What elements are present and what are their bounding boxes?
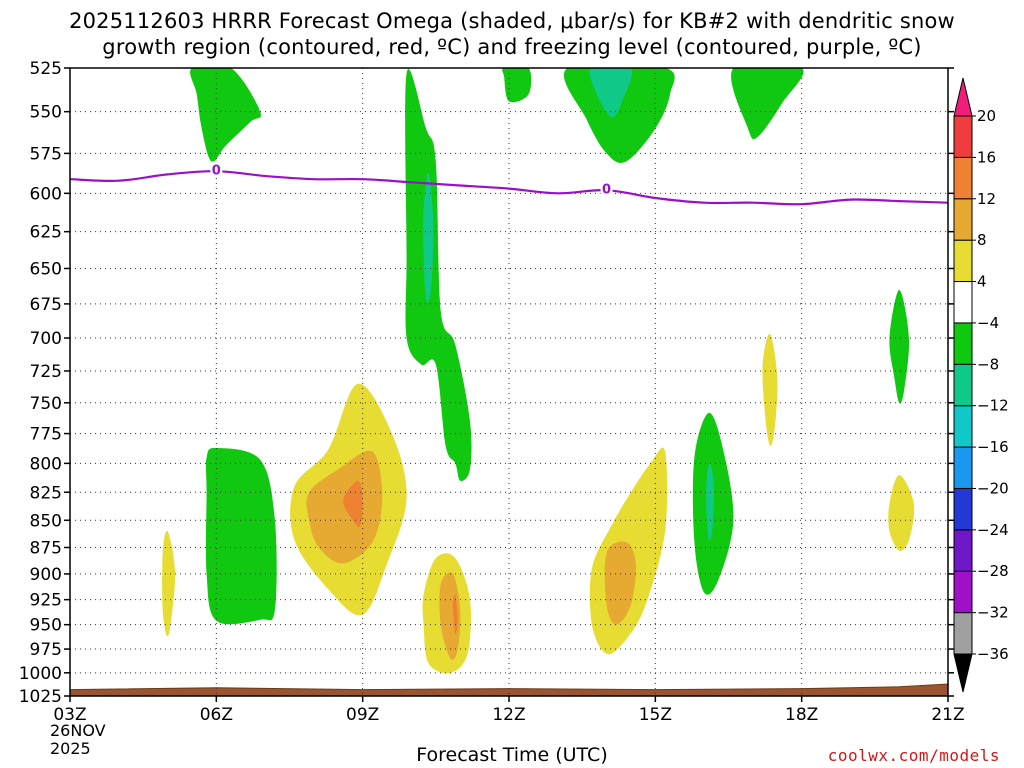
- colorbar-bin: [953, 363, 973, 407]
- colorbar-bin: [953, 446, 973, 489]
- colorbar-level-label: −16: [977, 438, 1009, 456]
- colorbar-bin: [953, 405, 973, 448]
- y-tick-label: 850: [30, 511, 62, 531]
- y-tick-label: 800: [30, 454, 62, 474]
- grid-lines: [70, 68, 948, 696]
- chart-title: 2025112603 HRRR Forecast Omega (shaded, …: [0, 8, 1024, 60]
- y-tick-label: 825: [30, 483, 62, 503]
- y-tick-label: 575: [30, 144, 62, 164]
- terrain-layer: [69, 683, 949, 697]
- colorbar-level-label: −12: [977, 397, 1009, 415]
- y-tick-label: 700: [30, 329, 62, 349]
- omega-region-sinking-orange-0900z: [306, 450, 383, 564]
- omega-region-sinking-yellow-0500z: [162, 530, 176, 637]
- omega-region-rising-teal-1000z: [423, 172, 434, 303]
- x-tick-label: 21Z: [931, 705, 964, 725]
- colorbar-min-triangle: [953, 653, 973, 693]
- colorbar-level-label: 4: [977, 273, 987, 291]
- omega-region-rising-green-1700z: [731, 68, 804, 140]
- colorbar-level-label: 8: [977, 231, 987, 249]
- colorbar-level-label: −32: [977, 604, 1009, 622]
- plot-frame: [69, 67, 949, 697]
- x-tick-label: 18Z: [785, 705, 818, 725]
- colorbar-level-label: −8: [977, 355, 999, 373]
- colorbar-level-label: 20: [977, 107, 996, 125]
- axes: 525 550 575 600 625 650 675 700 725 750 775 800 825 8…: [19, 59, 965, 725]
- omega-region-sinking-yellow-1700z: [762, 333, 778, 446]
- y-tick-label: 975: [30, 640, 62, 660]
- x-tick-label: 15Z: [639, 705, 672, 725]
- colorbar-bin: [953, 115, 973, 158]
- colorbar: −36 −32 −28 −24 −20 −16 −12 −8 −4 4 8 12 16 20: [953, 77, 1009, 693]
- terrain-fill: [69, 683, 949, 697]
- omega-region-rising-green-1200z: [502, 68, 532, 103]
- freezing-level-label: 0: [602, 183, 611, 198]
- chart-title-line-1: 2025112603 HRRR Forecast Omega (shaded, …: [69, 9, 955, 33]
- omega-region-sinking-orange-1400z: [604, 541, 636, 625]
- colorbar-bin: [953, 281, 973, 324]
- colorbar-level-label: −20: [977, 479, 1009, 497]
- x-tick-label: 09Z: [346, 705, 379, 725]
- omega-region-rising-green-2000z: [889, 289, 910, 404]
- credit-link[interactable]: coolwx.com/models: [827, 746, 1000, 765]
- colorbar-bin: [953, 612, 973, 655]
- omega-regions: [162, 68, 915, 674]
- y-tick-label: 525: [30, 59, 62, 79]
- colorbar-level-label: −24: [977, 521, 1009, 539]
- omega-region-rising-teal-1400z: [589, 68, 633, 117]
- omega-region-rising-green-1400z: [563, 68, 675, 163]
- y-tick-label: 600: [30, 184, 62, 204]
- colorbar-bin: [953, 529, 973, 572]
- y-tick-label: 1000: [19, 664, 62, 684]
- colorbar-level-label: 12: [977, 190, 996, 208]
- y-tick-label: 900: [30, 565, 62, 585]
- colorbar-bin: [953, 570, 973, 614]
- colorbar-bin: [953, 239, 973, 283]
- y-tick-label: 650: [30, 259, 62, 279]
- y-tick-label: 775: [30, 425, 62, 445]
- omega-region-rising-green-0530-0630z: [190, 68, 261, 162]
- omega-region-sinking-darkorange-1100z: [452, 594, 458, 635]
- colorbar-level-label: −28: [977, 562, 1009, 580]
- y-tick-label: 925: [30, 591, 62, 611]
- x-tick-label: 06Z: [200, 705, 233, 725]
- y-tick-label: 675: [30, 295, 62, 315]
- omega-region-sinking-darkorange-0900z: [343, 480, 363, 528]
- y-tick-label: 625: [30, 223, 62, 243]
- start-date-year: 2025: [50, 739, 91, 758]
- x-axis-label: Forecast Time (UTC): [416, 744, 608, 766]
- x-tick-label: 12Z: [492, 705, 525, 725]
- x-tick-label: 03Z: [53, 705, 86, 725]
- colorbar-level-label: −36: [977, 645, 1009, 663]
- y-tick-label: 1025: [19, 687, 62, 707]
- omega-region-sinking-yellow-2000z: [888, 475, 915, 551]
- colorbar-bin: [953, 156, 973, 200]
- colorbar-bin: [953, 322, 973, 365]
- omega-region-rising-teal-1600z: [706, 463, 714, 541]
- omega-region-rising-green-0600-0700z: [205, 447, 277, 625]
- y-tick-label: 950: [30, 616, 62, 636]
- freezing-level-line: [69, 170, 949, 206]
- y-tick-label: 750: [30, 394, 62, 414]
- freezing-level-label: 0: [212, 164, 221, 179]
- y-tick-label: 875: [30, 538, 62, 558]
- colorbar-level-label: −4: [977, 314, 999, 332]
- start-date-day: 26NOV: [50, 721, 106, 740]
- chart-title-line-2: growth region (contoured, red, ºC) and f…: [102, 35, 922, 59]
- omega-region-rising-green-1000z: [405, 69, 472, 481]
- colorbar-max-triangle: [953, 77, 973, 117]
- colorbar-level-label: 16: [977, 148, 996, 166]
- y-tick-label: 550: [30, 103, 62, 123]
- y-tick-label: 725: [30, 362, 62, 382]
- freezing-level-layer: 00: [69, 161, 949, 206]
- colorbar-bin: [953, 487, 973, 531]
- colorbar-bin: [953, 198, 973, 241]
- freezing-label-bg: [210, 161, 223, 178]
- freezing-label-bg: [600, 180, 613, 197]
